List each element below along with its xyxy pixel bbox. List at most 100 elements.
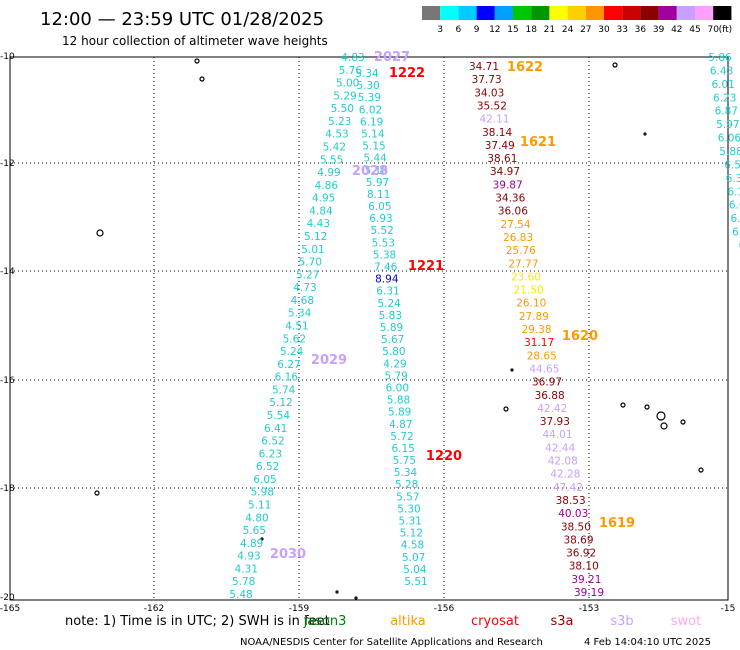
wave-height-value: 5.51 [404, 576, 427, 588]
wave-height-value: 4.86 [315, 180, 339, 192]
wave-height-value: 5.53 [372, 237, 395, 249]
wave-height-value: 36.92 [566, 548, 596, 560]
wave-height-value: 42.08 [548, 456, 578, 468]
axis-labels: -165 -162 -159 -156 -153 -15 -10 -12 -14 -16 -18 -2… [0, 52, 735, 614]
wave-height-value: 6.0 [729, 200, 740, 212]
colorbar-swatch [585, 6, 604, 20]
wave-height-value: 6.93 [369, 213, 392, 225]
colorbar-label: 30 [598, 25, 610, 35]
wave-height-value: 5.30 [397, 503, 420, 515]
altimeter-tracks: 4.835.765.005.295.505.234.535.425.554.99… [229, 52, 740, 601]
wave-height-value: 38.53 [556, 495, 586, 507]
lon-tick-label: -153 [579, 604, 599, 614]
lon-tick-label: -165 [0, 604, 20, 614]
wave-height-value: 5.11 [248, 500, 271, 512]
colorbar-swatch [622, 6, 641, 20]
wave-height-value: 4.31 [235, 563, 258, 575]
pass-number-label: 1619 [599, 516, 635, 531]
wave-height-value: 5.34 [394, 467, 418, 479]
island-outline [643, 132, 647, 136]
satellite-legend-item: jason3 [303, 614, 347, 629]
wave-height-value: 28.65 [527, 350, 557, 362]
wave-height-value: 37.93 [540, 416, 570, 428]
colorbar-swatch [531, 6, 550, 20]
wave-height-value: 8.11 [367, 189, 390, 201]
wave-height-value: 39.19 [574, 587, 604, 599]
wave-height-value: 5.88 [387, 395, 410, 407]
colorbar-label: 45 [689, 25, 700, 35]
wave-height-value: 6.27 [277, 359, 300, 371]
pass-number-label: 1221 [408, 259, 444, 274]
wave-height-value: 6.00 [386, 382, 409, 394]
wave-height-value: 42.42 [537, 403, 567, 415]
lat-tick-label: -14 [0, 267, 15, 277]
wave-height-value: 5.79 [384, 370, 407, 382]
colorbar-label: 3 [437, 25, 443, 35]
wave-height-value: 6.23 [259, 448, 282, 460]
island-outline [96, 229, 104, 237]
colorbar-swatch [713, 6, 732, 20]
wave-height-value: 5.12 [304, 231, 327, 243]
colorbar-swatch [658, 6, 677, 20]
island-outline [698, 467, 704, 473]
colorbar-label: 9 [474, 25, 480, 35]
wave-height-value: 5.39 [358, 92, 381, 104]
wave-height-value: 5.50 [331, 103, 354, 115]
colorbar-swatch [567, 6, 586, 20]
wave-height-value: 44.01 [542, 429, 572, 441]
pass-number-label: 2028 [352, 164, 388, 179]
wave-height-value: 5.28 [395, 479, 418, 491]
wave-height-value: 6.87 [715, 106, 738, 118]
wave-height-value: 4.87 [389, 419, 412, 431]
lat-tick-label: -18 [0, 484, 15, 494]
wave-height-value: 5.54 [267, 410, 291, 422]
wave-height-value: 5.24 [280, 346, 304, 358]
wave-height-value: 25.76 [506, 245, 536, 257]
lon-tick-label: -159 [289, 604, 310, 614]
colorbar-swatch [604, 6, 623, 20]
satellite-legend-item: cryosat [471, 614, 519, 629]
wave-height-value: 47.42 [553, 482, 583, 494]
island-outline [644, 404, 650, 410]
wave-height-value: 6.3 [726, 173, 740, 185]
wave-height-value: 5.75 [393, 455, 416, 467]
wave-height-value: 4.89 [240, 538, 263, 550]
wave-height-value: 4.73 [293, 282, 316, 294]
wave-height-value: 6.01 [711, 79, 734, 91]
wave-height-value: 5.27 [296, 269, 319, 281]
colorbar-swatch [458, 6, 477, 20]
wave-height-value: 5.42 [323, 142, 346, 154]
wave-height-value: 5.23 [328, 116, 351, 128]
wave-height-value: 5.83 [379, 310, 402, 322]
wave-height-value: 26.10 [516, 298, 546, 310]
wave-height-value: 5.34 [355, 68, 379, 80]
lon-tick-label: -15 [721, 604, 736, 614]
wave-height-value: 26.83 [503, 232, 533, 244]
wave-height-value: 35.52 [477, 100, 507, 112]
wave-height-value: 5.14 [361, 128, 385, 140]
wave-height-value: 5.00 [336, 78, 359, 90]
island-outline [194, 58, 200, 64]
wave-height-value: 5.52 [370, 225, 393, 237]
wave-height-value: 29.38 [521, 324, 551, 336]
pass-number-label: 2029 [311, 353, 347, 368]
wave-height-value: 5.55 [320, 154, 343, 166]
wave-height-value: 6.4 [732, 227, 740, 239]
wave-height-value: 39.21 [571, 574, 601, 586]
wave-height-value: 6.5 [724, 159, 740, 171]
wave-height-value: 21.50 [514, 285, 544, 297]
wave-height-value: 6.19 [360, 116, 383, 128]
wave-height-value: 5.48 [229, 589, 252, 601]
colorbar-label: 36 [635, 25, 647, 35]
wave-height-value: 34.36 [495, 193, 525, 205]
wave-height-value: 34.03 [474, 87, 504, 99]
wave-height-value: 27.77 [508, 258, 538, 270]
wave-height-value: 36.97 [532, 377, 562, 389]
wave-height-value: 37.73 [472, 74, 502, 86]
lat-tick-label: -12 [0, 159, 15, 169]
pass-number-label: 1220 [426, 449, 462, 464]
color-scale-legend: 3 6 9 12 15 18 21 24 27 30 33 36 39 42 45 70 (ft) [422, 6, 732, 35]
wave-height-value: 6.23 [713, 92, 736, 104]
wave-height-value: 6.41 [264, 423, 287, 435]
wave-height-value: 38.61 [487, 153, 517, 165]
